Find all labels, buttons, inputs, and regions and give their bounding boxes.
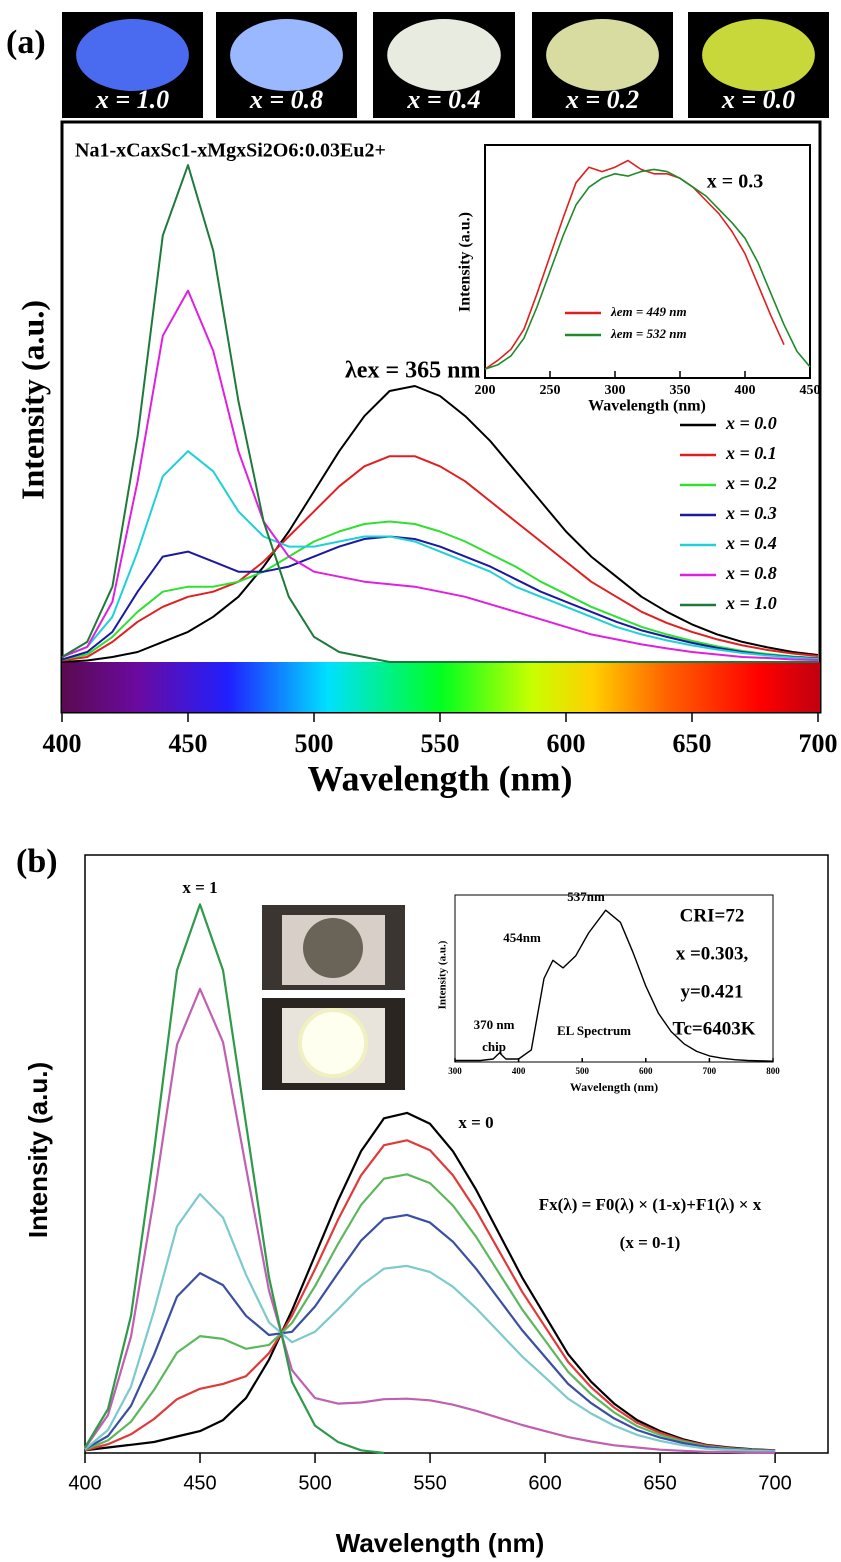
inset-frame <box>454 894 774 1063</box>
photo-label: x = 0.4 <box>406 85 480 114</box>
legend-label: x = 0.0 <box>725 413 777 433</box>
annotation: Fx(λ) = F0(λ) × (1-x)+F1(λ) × x <box>539 1195 762 1214</box>
annotation: x = 0 <box>458 1113 493 1132</box>
led-photo-phosphor <box>303 918 363 978</box>
x-tick-label: 300 <box>605 383 626 398</box>
series-line <box>84 1192 776 1453</box>
x-tick-label: 300 <box>448 1066 462 1076</box>
legend-label: λem = 532 nm <box>610 326 687 341</box>
annotation: chip <box>482 1039 506 1054</box>
series-line <box>84 1139 776 1452</box>
panel-label: (b) <box>16 843 58 880</box>
x-tick-label: 600 <box>639 1066 653 1076</box>
x-tick-label: 450 <box>183 1472 216 1494</box>
x-tick-label: 600 <box>528 1472 561 1494</box>
x-tick-label: 500 <box>298 1472 331 1494</box>
annotation: λex = 365 nm <box>345 358 480 384</box>
legend-label: x = 1.0 <box>725 593 777 613</box>
x-tick-label: 650 <box>643 1472 676 1494</box>
x-tick-label: 250 <box>540 383 561 398</box>
annotation: x =0.303, <box>676 943 749 964</box>
x-tick-label: 400 <box>735 383 756 398</box>
series-line <box>61 164 818 663</box>
series-line <box>84 1111 776 1452</box>
annotation: Tc=6403K <box>673 1018 756 1039</box>
series-line <box>61 455 819 662</box>
x-axis-title: Wavelength (nm) <box>336 1528 544 1558</box>
chart-title: Na1-xCaxSc1-xMgxSi2O6:0.03Eu2+ <box>75 140 386 162</box>
legend-label: x = 0.4 <box>725 533 777 553</box>
photo-sample <box>546 19 659 91</box>
x-tick-label: 800 <box>766 1066 780 1076</box>
annotation: 454nm <box>503 930 541 945</box>
legend-label: x = 0.2 <box>725 473 777 493</box>
photo-sample <box>230 19 343 91</box>
series-line <box>484 159 785 370</box>
photo-sample <box>76 19 189 91</box>
x-tick-label: 700 <box>703 1066 717 1076</box>
annotation: x = 0.3 <box>707 171 763 193</box>
legend-label: λem = 449 nm <box>610 304 687 319</box>
annotation: 537nm <box>567 889 605 904</box>
annotation: EL Spectrum <box>557 1023 631 1038</box>
x-axis-title: Wavelength (nm) <box>588 398 706 415</box>
x-tick-label: 200 <box>475 383 496 398</box>
x-tick-label: 650 <box>673 729 712 758</box>
legend-label: x = 0.8 <box>725 563 777 583</box>
photo-label: x = 0.0 <box>721 85 795 114</box>
series-line <box>484 168 811 370</box>
x-axis-title: Wavelength (nm) <box>570 1080 658 1094</box>
series-line <box>61 535 819 661</box>
photo-label: x = 1.0 <box>95 85 169 114</box>
x-tick-label: 550 <box>413 1472 446 1494</box>
y-axis-title: Intensity (a.u.) <box>457 212 474 312</box>
series-line <box>84 1213 776 1452</box>
series-line <box>61 520 819 661</box>
annotation: (x = 0-1) <box>620 1233 681 1252</box>
inset-background <box>477 137 815 415</box>
series-line <box>84 1173 776 1452</box>
photo-label: x = 0.8 <box>249 85 323 114</box>
x-tick-label: 350 <box>670 383 691 398</box>
x-tick-label: 400 <box>43 729 82 758</box>
y-axis-title: Intensity (a.u.) <box>437 940 449 1009</box>
legend-label: x = 0.1 <box>725 443 777 463</box>
series-line <box>455 909 774 1062</box>
x-tick-label: 500 <box>575 1066 589 1076</box>
x-tick-label: 400 <box>68 1472 101 1494</box>
annotation: 370 nm <box>474 1017 515 1032</box>
inset-frame <box>484 144 811 379</box>
photo-sample <box>702 19 815 91</box>
annotation: y=0.421 <box>680 981 743 1002</box>
y-axis-title: Intensity (a.u.) <box>14 300 50 500</box>
photo-sample <box>387 19 501 91</box>
color-bar <box>62 662 820 712</box>
x-tick-label: 500 <box>295 729 334 758</box>
x-tick-label: 700 <box>799 729 838 758</box>
annotation: x = 1 <box>182 878 217 897</box>
series-line <box>61 450 819 660</box>
led-photo-glow <box>298 1008 368 1078</box>
series-line <box>84 903 385 1455</box>
photo-label: x = 0.2 <box>565 85 639 114</box>
series-line <box>84 987 776 1454</box>
x-tick-label: 450 <box>169 729 208 758</box>
y-axis-title: Intensity (a.u.) <box>23 1062 53 1238</box>
series-line <box>61 289 819 661</box>
x-tick-label: 400 <box>512 1066 526 1076</box>
panel-label: (a) <box>6 24 46 61</box>
x-tick-label: 600 <box>547 729 586 758</box>
x-tick-label: 450 <box>800 383 821 398</box>
series-line <box>61 385 819 663</box>
legend-label: x = 0.3 <box>725 503 777 523</box>
annotation: CRI=72 <box>680 905 745 926</box>
x-axis-title: Wavelength (nm) <box>308 758 573 798</box>
x-tick-label: 550 <box>421 729 460 758</box>
plot-frame <box>84 854 829 1454</box>
x-tick-label: 700 <box>758 1472 791 1494</box>
photo-strip: x = 1.0 x = 0.8 x = 0.4 x = 0.2 x = 0.0 <box>62 12 829 118</box>
